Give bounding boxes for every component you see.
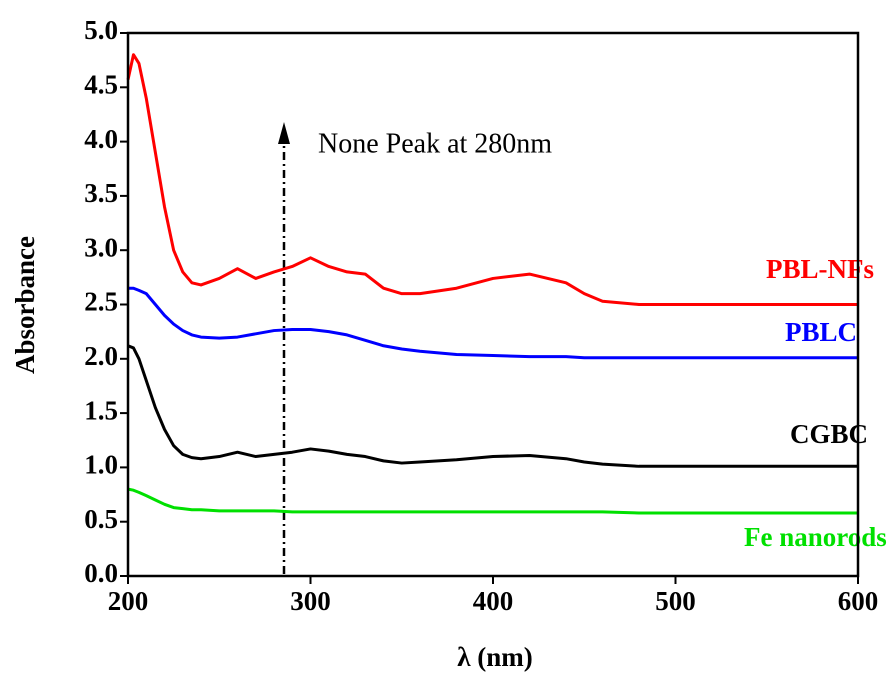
y-tick-label: 1.5 xyxy=(84,395,118,425)
arrow-head xyxy=(278,122,290,144)
y-tick-label: 2.5 xyxy=(84,287,118,317)
series-label: Fe nanorods xyxy=(744,522,887,552)
series-line xyxy=(127,344,858,468)
x-tick-label: 400 xyxy=(473,586,514,616)
series-line xyxy=(126,53,858,306)
plot-frame xyxy=(126,31,860,578)
y-tick-label: 0.5 xyxy=(84,504,118,534)
y-tick-label: 4.5 xyxy=(84,70,118,100)
x-tick-label: 500 xyxy=(655,586,696,616)
y-tick-label: 1.0 xyxy=(84,450,118,480)
y-tick-label: 0.0 xyxy=(84,558,118,588)
y-tick-label: 2.0 xyxy=(84,341,118,371)
y-tick-label: 5.0 xyxy=(84,15,118,45)
x-tick-label: 200 xyxy=(108,586,149,616)
y-tick-label: 3.0 xyxy=(84,232,118,262)
series-label: PBLC xyxy=(785,317,857,347)
x-tick-label: 300 xyxy=(290,586,331,616)
series-line xyxy=(128,286,858,360)
y-tick-label: 4.0 xyxy=(84,124,118,154)
x-axis-label: λ (nm) xyxy=(457,642,533,672)
series-label: PBL-NFs xyxy=(766,254,874,284)
y-axis-label: Absorbance xyxy=(10,236,40,374)
series-label: CGBC xyxy=(790,419,868,449)
series-line xyxy=(127,487,858,515)
x-tick-label: 600 xyxy=(838,586,879,616)
annotation: None Peak at 280nm xyxy=(318,128,552,159)
y-tick-label: 3.5 xyxy=(84,178,118,208)
